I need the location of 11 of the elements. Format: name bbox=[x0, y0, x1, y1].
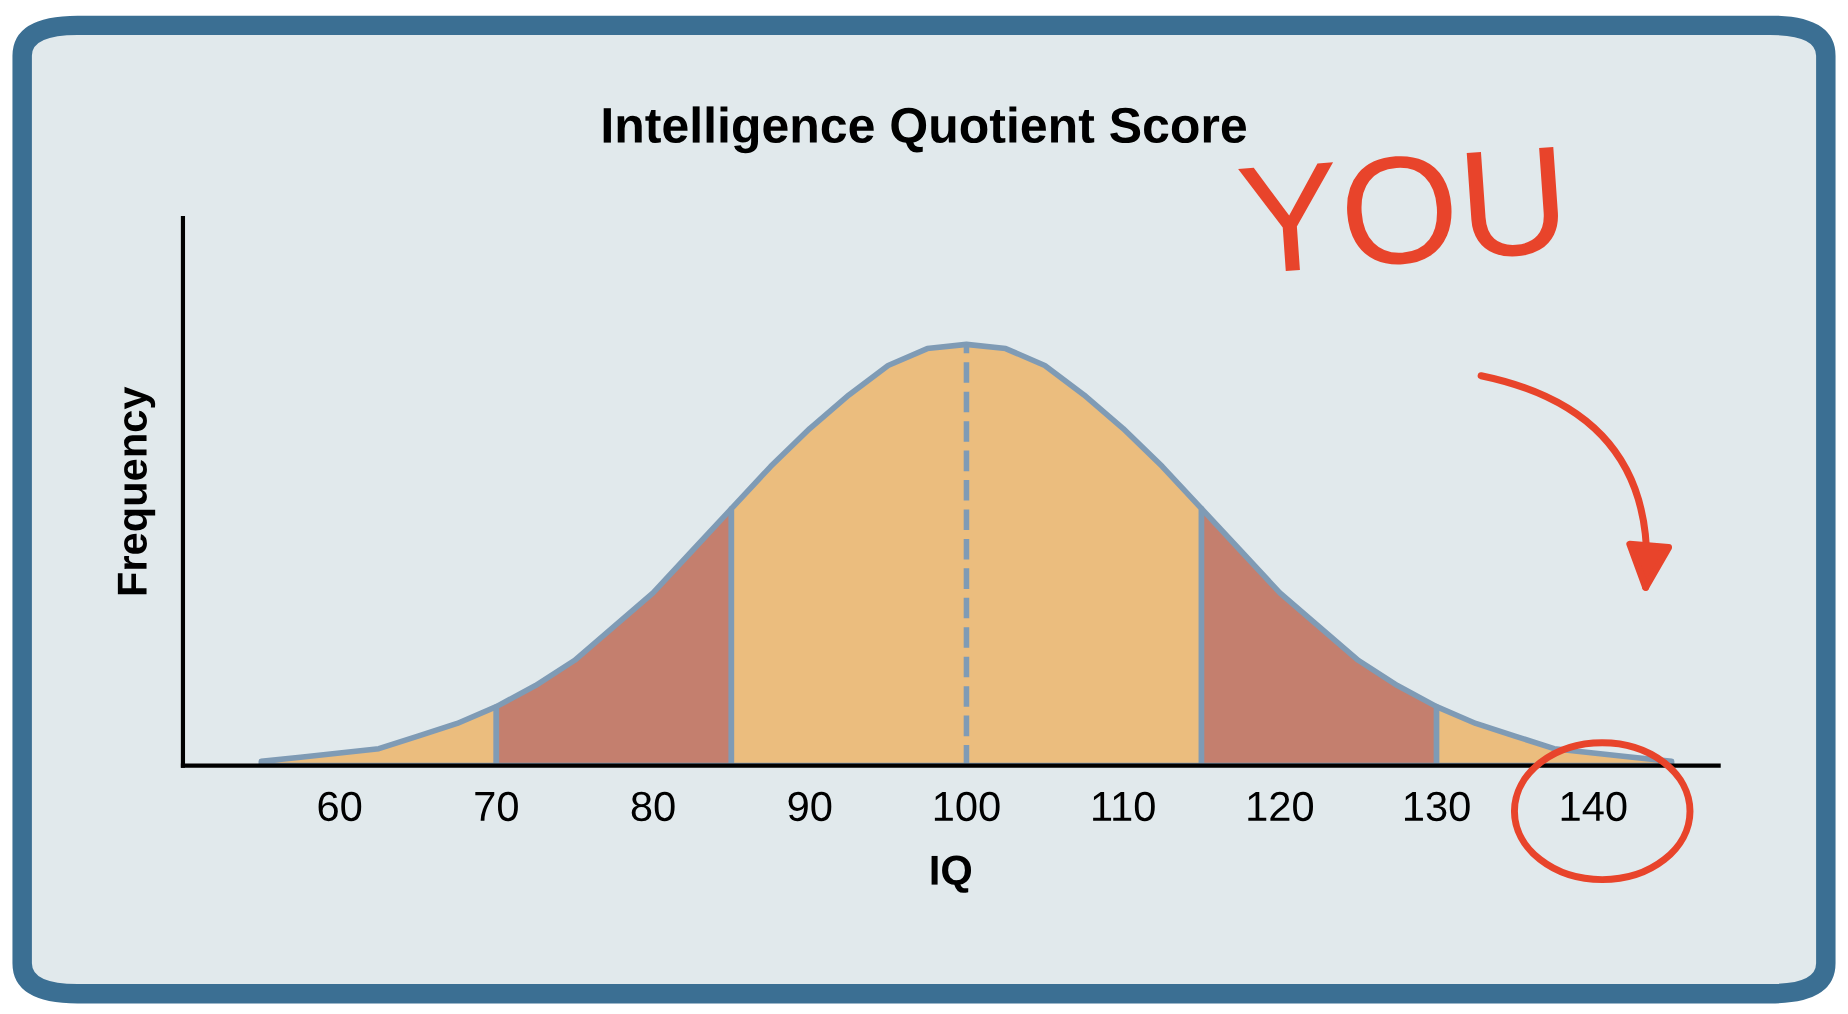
x-axis-title: IQ bbox=[931, 855, 972, 893]
x-tick-label: 70 bbox=[475, 791, 518, 822]
x-tick-label: 140 bbox=[1561, 791, 1627, 822]
x-tick-label: 100 bbox=[934, 791, 1000, 822]
x-tick-label: 120 bbox=[1248, 791, 1314, 822]
x-tick-label: 110 bbox=[1093, 791, 1155, 822]
x-tick-label: 130 bbox=[1405, 791, 1470, 822]
x-tick-label: 90 bbox=[788, 791, 832, 822]
x-tick-label: 80 bbox=[631, 791, 675, 822]
x-tick-label: 60 bbox=[318, 791, 362, 822]
y-axis-title: Frequency bbox=[117, 386, 156, 595]
